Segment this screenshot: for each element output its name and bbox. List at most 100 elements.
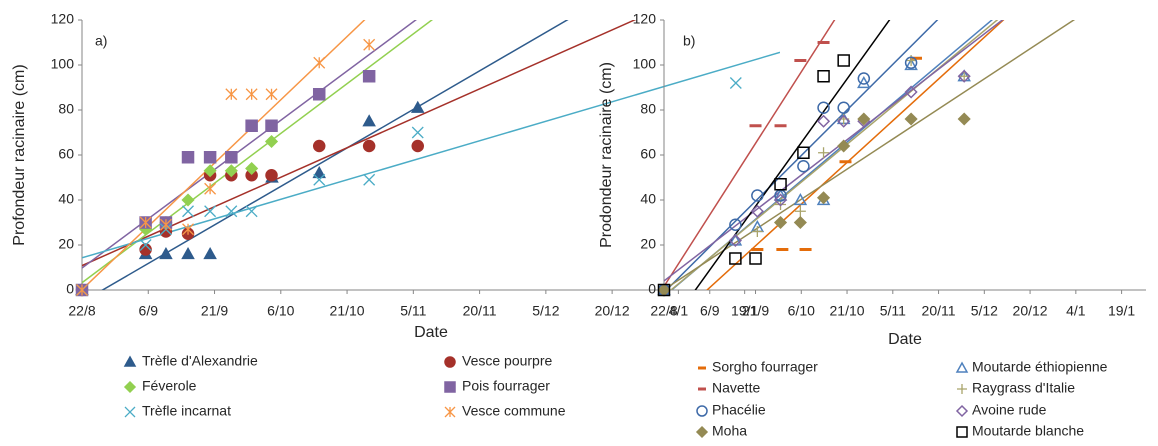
- x-axis-title: Date: [888, 331, 922, 348]
- data-point: [837, 101, 850, 114]
- data-point: [313, 56, 326, 69]
- data-point: [411, 139, 424, 153]
- data-point: [729, 77, 742, 89]
- x-tick-label: 21/10: [330, 303, 365, 319]
- data-point: [265, 88, 278, 101]
- x-tick-label: 21/9: [201, 303, 228, 319]
- y-tick-label: 0: [66, 281, 74, 297]
- x-tick-label: 21/9: [742, 303, 769, 319]
- data-point: [182, 223, 194, 236]
- trend-line: [694, 20, 891, 290]
- legend-label: Sorgho fourrager: [712, 359, 818, 375]
- data-point: [837, 54, 850, 67]
- y-tick-label: 0: [648, 281, 656, 297]
- data-point: [313, 173, 326, 186]
- data-point: [657, 283, 671, 297]
- legend-label: Avoine rude: [972, 402, 1047, 418]
- legend-marker: [695, 425, 709, 439]
- x-tick-label: 5/12: [971, 303, 998, 319]
- data-point: [904, 112, 918, 126]
- data-point: [773, 215, 788, 230]
- legend-marker: [444, 406, 456, 418]
- legend-label: Navette: [712, 380, 760, 396]
- data-point: [797, 146, 810, 159]
- x-tick-label: 20/11: [922, 303, 956, 319]
- data-point: [362, 70, 376, 83]
- x-tick-label: 4/1: [669, 303, 689, 319]
- y-axis-title: Profondeur racinaire (cm): [11, 64, 28, 245]
- x-tick-label: 5/12: [532, 303, 559, 319]
- y-tick-label: 20: [640, 236, 656, 252]
- x-tick-label: 22/8: [68, 303, 95, 319]
- y-tick-label: 100: [51, 56, 75, 72]
- legend-label: Moutarde blanche: [972, 423, 1084, 439]
- data-point: [797, 160, 810, 173]
- data-point: [204, 182, 217, 195]
- data-point: [729, 218, 742, 231]
- data-point: [751, 226, 763, 237]
- data-point: [750, 204, 764, 218]
- y-tick-label: 120: [51, 11, 75, 27]
- trend-line: [664, 20, 1004, 282]
- data-point: [224, 164, 238, 178]
- data-point: [181, 151, 195, 164]
- legend-marker: [444, 356, 456, 368]
- data-point: [245, 88, 258, 101]
- legend-label: Raygrass d'Italie: [972, 380, 1075, 396]
- legend-marker: [955, 404, 969, 418]
- data-point: [817, 101, 830, 114]
- data-point: [749, 252, 762, 265]
- x-tick-label: 20/12: [595, 303, 630, 319]
- legend-marker: [957, 384, 967, 394]
- annotation: b): [683, 33, 695, 49]
- data-point: [857, 72, 871, 85]
- y-tick-label: 80: [640, 101, 656, 117]
- data-point: [245, 205, 258, 218]
- trend-line: [82, 20, 417, 269]
- x-tick-label: 6/9: [700, 303, 720, 319]
- data-point: [159, 246, 173, 260]
- data-point: [904, 85, 918, 99]
- x-tick-label: 20/11: [463, 303, 497, 319]
- data-point: [265, 119, 278, 132]
- y-tick-label: 20: [58, 236, 74, 252]
- data-point: [139, 216, 152, 229]
- data-point: [312, 88, 326, 101]
- x-tick-label: 6/10: [267, 303, 294, 319]
- data-point: [816, 114, 831, 128]
- legend-label: Moha: [712, 423, 747, 439]
- legend-marker: [696, 405, 708, 417]
- data-point: [904, 56, 918, 69]
- data-point: [817, 70, 830, 83]
- y-axis-title: Prodondeur racinaire (cm): [598, 62, 615, 248]
- legend-label: Féverole: [142, 378, 197, 394]
- y-tick-label: 120: [633, 11, 657, 27]
- trend-line: [670, 20, 994, 290]
- data-point: [312, 165, 327, 179]
- data-point: [225, 88, 238, 101]
- legend-marker: [123, 355, 137, 367]
- data-point: [181, 193, 195, 207]
- data-point: [793, 215, 807, 230]
- data-point: [857, 112, 871, 126]
- data-point: [182, 205, 194, 218]
- data-point: [76, 284, 88, 296]
- data-point: [264, 134, 279, 149]
- data-point: [363, 38, 376, 51]
- data-point: [774, 178, 787, 191]
- x-tick-label: 20/12: [1013, 303, 1048, 319]
- legend-marker: [123, 380, 137, 394]
- data-point: [837, 139, 851, 153]
- data-point: [139, 239, 152, 251]
- x-tick-label: 6/10: [788, 303, 815, 319]
- data-point: [225, 151, 238, 164]
- legend-label: Trèfle incarnat: [142, 403, 231, 419]
- y-tick-label: 100: [633, 56, 657, 72]
- data-point: [204, 205, 217, 218]
- x-tick-label: 5/11: [880, 303, 906, 319]
- y-tick-label: 80: [58, 101, 74, 117]
- legend-label: Trèfle d'Alexandrie: [142, 353, 258, 369]
- data-point: [362, 114, 376, 127]
